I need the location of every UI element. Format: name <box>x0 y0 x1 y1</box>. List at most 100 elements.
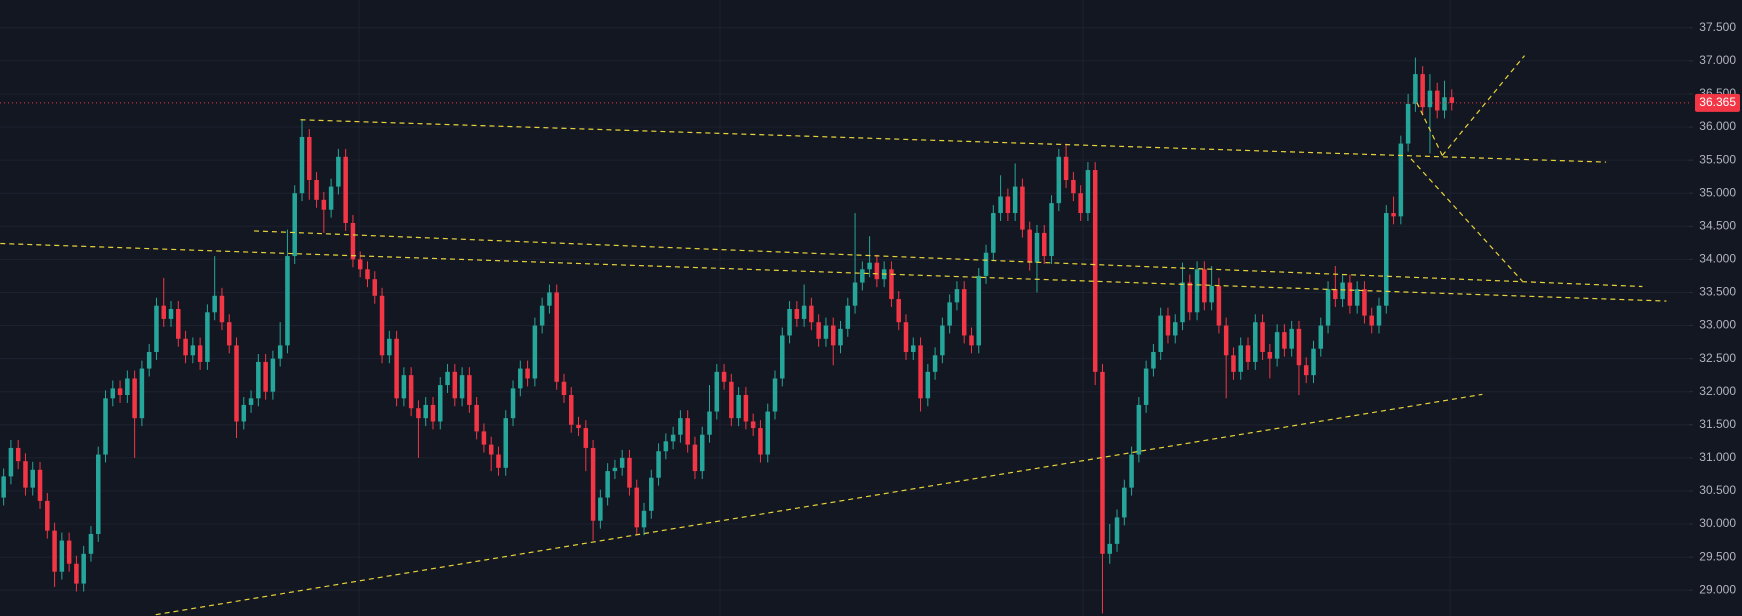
candle-body <box>103 398 108 455</box>
candle-body <box>561 381 567 396</box>
candle-body <box>583 428 589 448</box>
candle-body <box>161 305 166 319</box>
y-tick-label: 33.500 <box>1699 285 1736 299</box>
candle-body <box>772 378 778 412</box>
candle-body <box>736 395 741 419</box>
candle-body <box>1034 232 1040 263</box>
candle-body <box>649 477 654 511</box>
candle-body <box>37 469 43 501</box>
candle-body <box>168 308 174 319</box>
candle-body <box>1274 332 1280 359</box>
candle-body <box>321 199 327 210</box>
candle-body <box>1376 305 1382 326</box>
candle-body <box>510 388 516 419</box>
candle-body <box>1391 213 1396 217</box>
y-tick-label: 34.000 <box>1699 252 1736 266</box>
candle-body <box>285 256 290 346</box>
last-price-badge <box>1695 93 1740 112</box>
candle-body <box>1071 179 1076 194</box>
candle-body <box>176 308 181 339</box>
candle-body <box>554 292 559 382</box>
candle-body <box>328 186 334 210</box>
candle-body <box>634 487 639 528</box>
candle-body <box>1107 543 1113 554</box>
candle-body <box>1049 203 1054 257</box>
y-tick-label: 37.000 <box>1699 53 1736 67</box>
candle-body <box>1260 322 1265 352</box>
candle-body <box>52 530 57 572</box>
candle-body <box>998 196 1003 214</box>
candle-body <box>605 471 610 498</box>
candle-body <box>809 305 814 323</box>
y-tick-label: 30.500 <box>1699 483 1736 497</box>
candle-body <box>1267 352 1273 359</box>
candle-body <box>438 385 443 422</box>
candle-body <box>1231 355 1236 372</box>
candle-body <box>619 457 625 468</box>
candle-body <box>1245 345 1251 362</box>
candle-body <box>991 213 996 253</box>
candle-body <box>270 358 276 392</box>
candle-body <box>598 497 603 521</box>
candle-body <box>1347 282 1353 306</box>
trendline <box>1441 55 1526 156</box>
candle-body <box>1136 404 1142 455</box>
candle-body <box>838 328 843 346</box>
candle-body <box>1092 170 1098 372</box>
candle-body <box>445 371 450 386</box>
candle-body <box>1384 213 1389 306</box>
candle-body <box>525 368 530 379</box>
candle-body <box>896 299 901 323</box>
candle-body <box>343 156 348 223</box>
candle-body <box>1318 325 1324 349</box>
candle-body <box>146 352 152 369</box>
candle-body <box>45 500 50 531</box>
candle-body <box>1202 269 1207 303</box>
trendline <box>155 393 1483 616</box>
candle-body <box>459 375 465 399</box>
candle-body <box>496 454 501 468</box>
candle-body <box>139 368 145 419</box>
y-tick-label: 31.000 <box>1699 450 1736 464</box>
candle-body <box>670 434 676 442</box>
candle-body <box>889 269 894 300</box>
candle-body <box>685 418 690 445</box>
candle-body <box>1056 156 1062 204</box>
candle-body <box>110 388 116 399</box>
candle-body <box>1172 322 1178 336</box>
candle-body <box>408 375 414 409</box>
candle-body <box>350 222 356 260</box>
candle-body <box>1005 196 1011 214</box>
candle-body <box>15 447 21 462</box>
candle-body <box>1041 232 1047 257</box>
candle-body <box>714 371 720 412</box>
candle-body <box>1216 285 1222 326</box>
candle-body <box>1282 332 1287 349</box>
candle-body <box>30 469 36 488</box>
candle-body <box>336 156 341 187</box>
candle-body <box>911 345 916 352</box>
candle-body <box>488 444 494 455</box>
y-tick-label: 33.000 <box>1699 318 1736 332</box>
candle-body <box>1158 315 1163 352</box>
candle-body <box>416 408 421 419</box>
candle-body <box>1129 454 1134 488</box>
candle-body <box>1253 322 1258 362</box>
candle-body <box>940 325 945 356</box>
last-price-label: 36.365 <box>1699 95 1736 109</box>
candle-body <box>1311 348 1316 376</box>
candle-body <box>1405 103 1411 144</box>
candle-body <box>1362 289 1367 316</box>
candle-body <box>1442 97 1447 111</box>
candle-body <box>1420 74 1425 108</box>
trendline <box>300 119 1607 163</box>
candle-body <box>707 411 712 435</box>
candle-body <box>867 262 872 270</box>
candle-body <box>474 404 479 432</box>
candle-body <box>678 418 683 435</box>
candle-body <box>248 398 254 405</box>
candle-body <box>641 510 647 528</box>
candle-body <box>1289 328 1294 349</box>
candle-body <box>292 193 297 257</box>
candle-body <box>787 308 792 336</box>
